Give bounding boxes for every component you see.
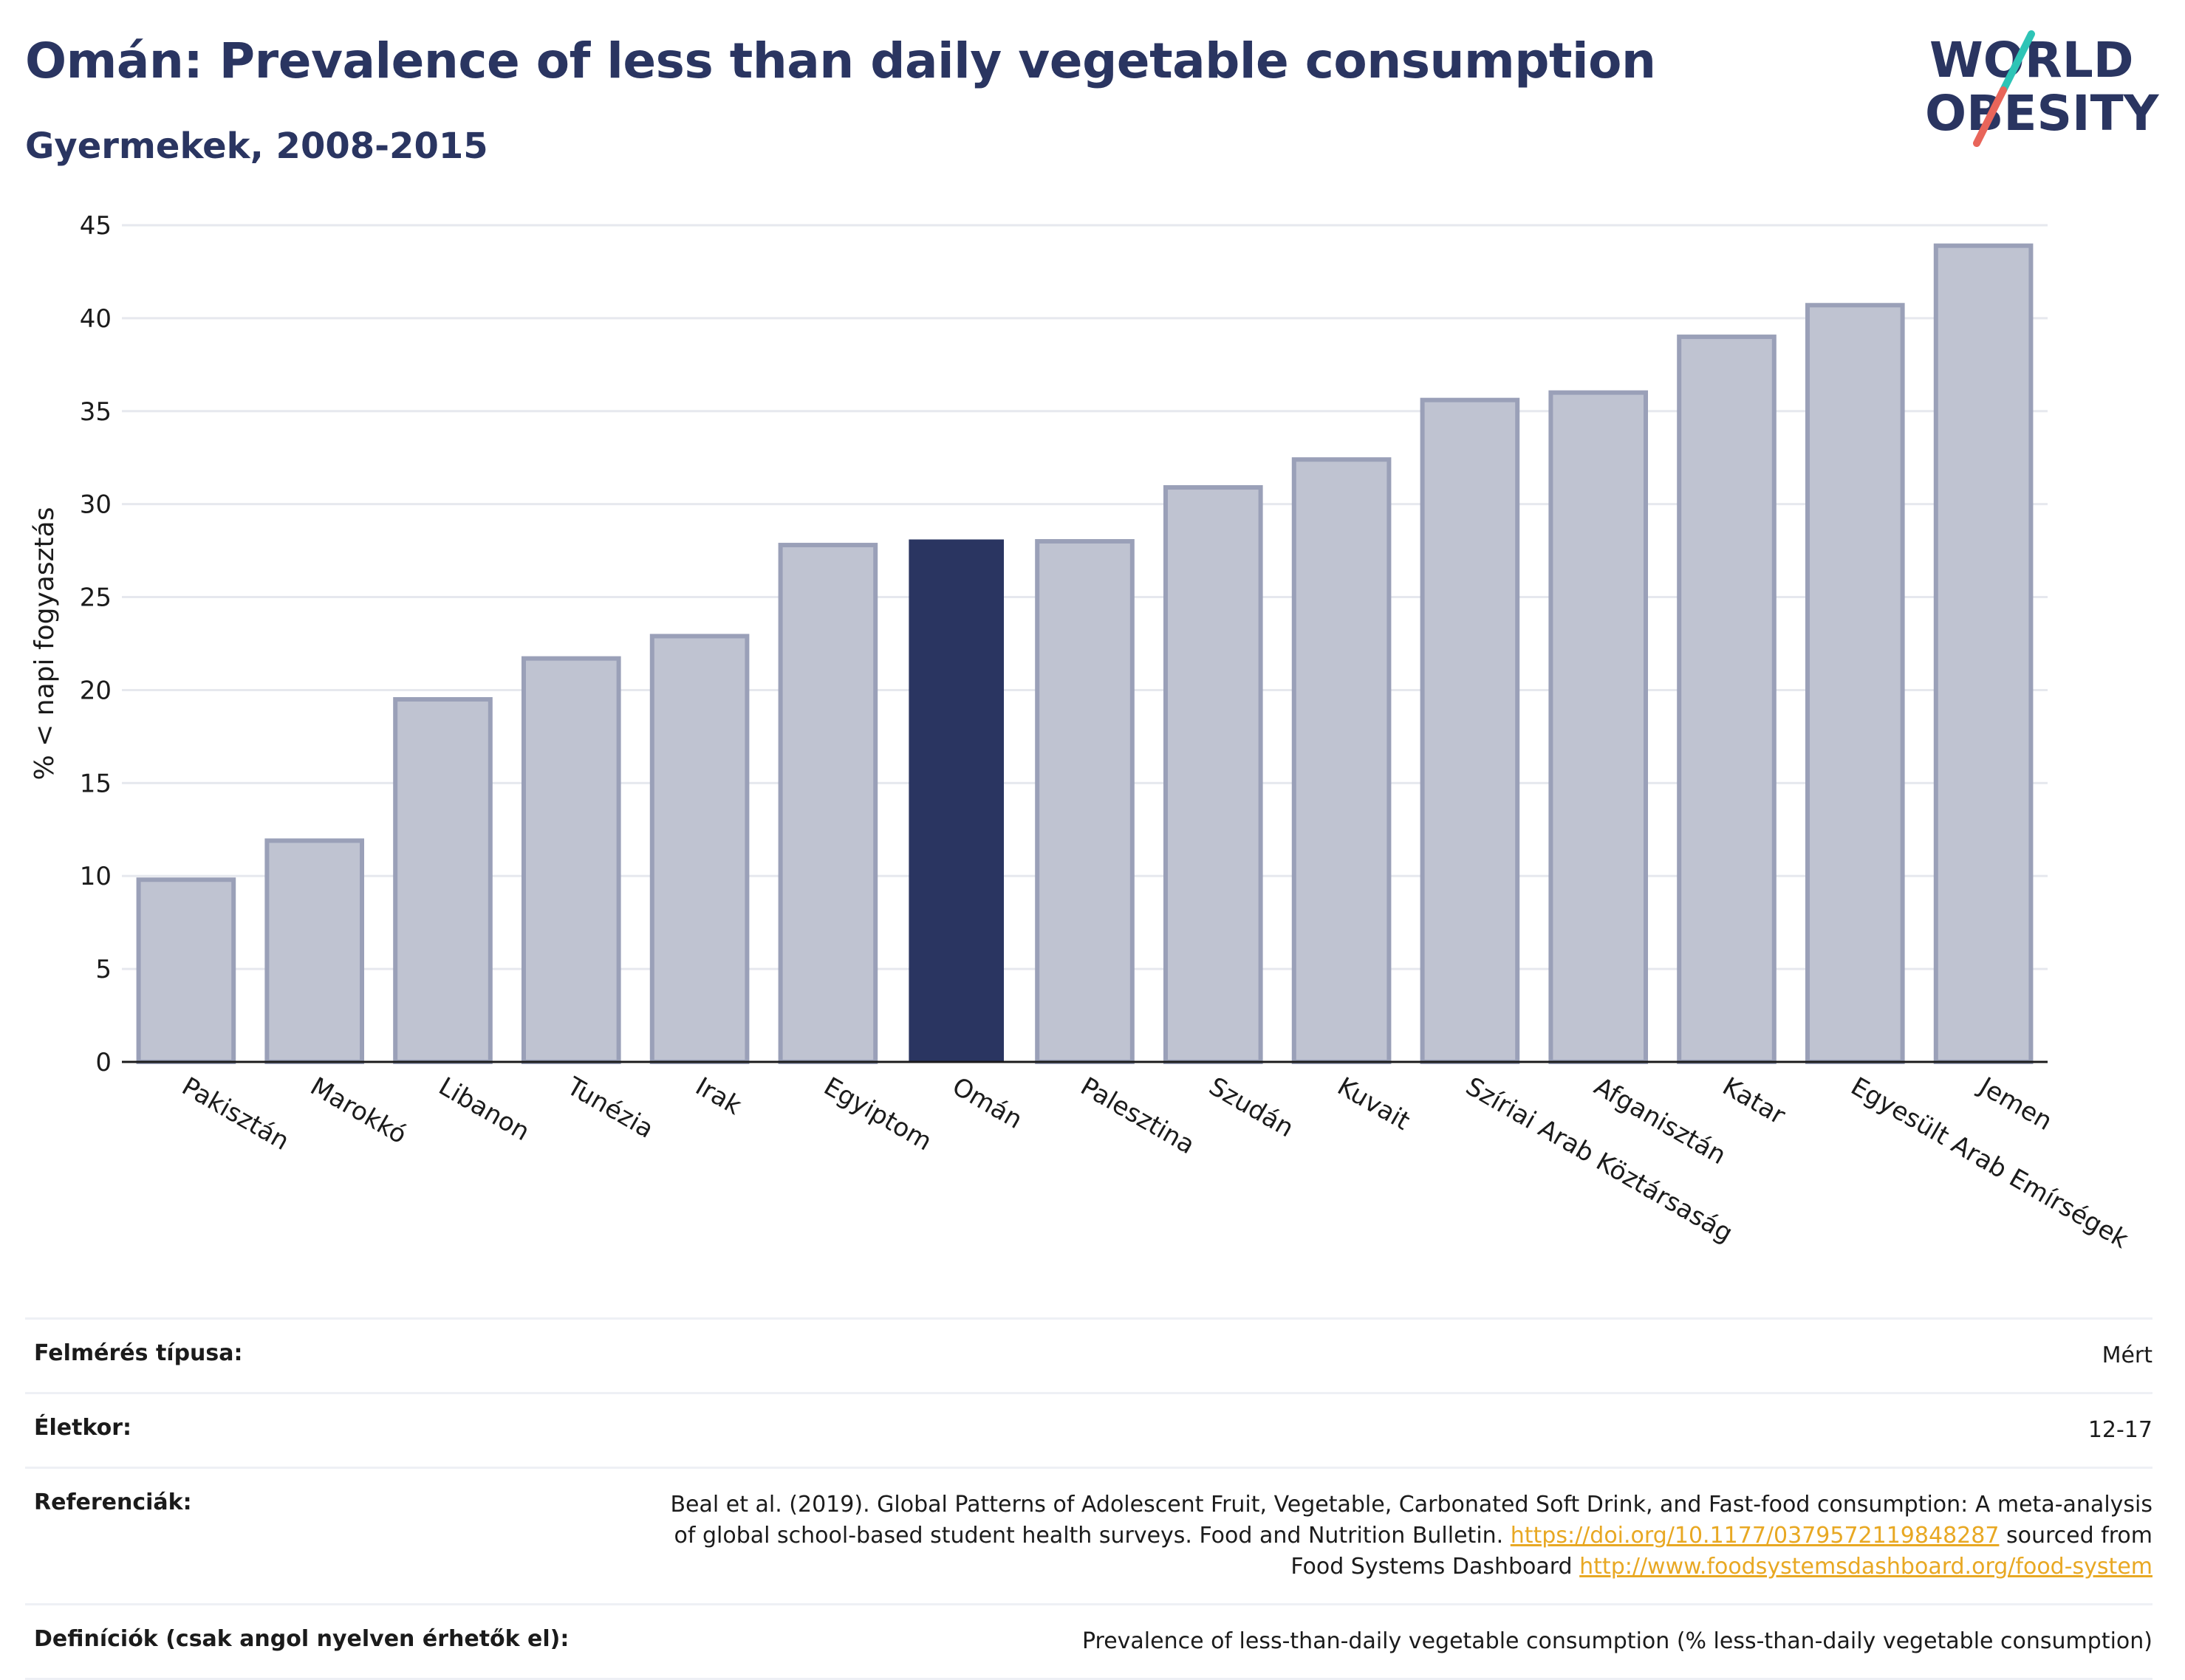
bar (264, 838, 365, 1064)
bar (1163, 485, 1263, 1064)
page-title: Omán: Prevalence of less than daily vege… (25, 32, 1656, 89)
info-row-survey-type: Felmérés típusa: Mért (25, 1317, 2152, 1392)
bar (1677, 335, 1777, 1065)
bar (1805, 303, 1905, 1065)
y-tick-label: 15 (80, 769, 112, 798)
bar (1933, 243, 2034, 1064)
y-tick-label: 30 (80, 490, 112, 520)
bar (521, 656, 621, 1064)
y-tick-label: 20 (80, 676, 112, 705)
references-text-3: sourced from (2006, 1523, 2152, 1549)
bar-chart: 0 5 10 15 20 25 30 35 40 45 % < napi fogyasztás Pak… (30, 211, 2133, 1255)
x-tick-label: Kuvait (1333, 1072, 1415, 1136)
logo-slash-teal (2000, 30, 2035, 94)
bar (1420, 397, 1520, 1064)
x-tick-label: Palesztina (1076, 1072, 1200, 1160)
logo-line2: OBESITY (1925, 85, 2160, 142)
references-text-4: Food Systems Dashboard (1290, 1554, 1573, 1580)
references-label: Referenciák: (34, 1489, 192, 1515)
survey-type-label: Felmérés típusa: (34, 1340, 243, 1366)
bar (909, 539, 1005, 1062)
info-row-definitions: Definíciók (csak angol nyelven érhetők e… (25, 1603, 2152, 1680)
info-table: Felmérés típusa: Mért Életkor: 12-17 Ref… (25, 1317, 2152, 1680)
bar (136, 877, 236, 1065)
references-text-2: of global school-based student health su… (674, 1523, 1504, 1549)
x-tick-label: Omán (947, 1072, 1027, 1135)
y-tick-label: 40 (80, 304, 112, 334)
y-tick-label: 5 (95, 955, 112, 984)
x-tick-label: Egyiptom (818, 1072, 937, 1156)
x-tick-label: Szudán (1204, 1072, 1299, 1143)
bar (393, 697, 493, 1064)
y-tick-label: 35 (80, 397, 112, 427)
x-tick-label: Irak (691, 1072, 747, 1121)
y-tick-label: 45 (80, 211, 112, 241)
age-value: 12-17 (2087, 1417, 2152, 1443)
definitions-value: Prevalence of less-than-daily vegetable … (1081, 1628, 2152, 1654)
logo-slash-red (1973, 86, 2007, 147)
definitions-label: Definíciók (csak angol nyelven érhetők e… (34, 1626, 570, 1652)
references-text-1: Beal et al. (2019). Global Patterns of A… (670, 1492, 2152, 1518)
age-label: Életkor: (34, 1415, 132, 1441)
y-tick-label: 25 (80, 583, 112, 613)
info-row-age: Életkor: 12-17 (25, 1392, 2152, 1467)
bar (1548, 390, 1649, 1064)
x-tick-label: Libanon (434, 1072, 535, 1147)
page-subtitle: Gyermekek, 2008-2015 (25, 126, 488, 167)
x-tick-label: Tunézia (561, 1072, 659, 1145)
bar (1291, 457, 1392, 1064)
x-tick-label: Marokkó (305, 1072, 411, 1150)
y-axis-title: % < napi fogyasztás (30, 507, 60, 781)
x-tick-label: Katar (1717, 1072, 1791, 1131)
bar (649, 634, 750, 1064)
food-systems-link[interactable]: http://www.foodsystemsdashboard.org/food… (1579, 1554, 2152, 1580)
bar (1035, 539, 1135, 1064)
y-tick-label: 0 (95, 1048, 112, 1077)
world-obesity-logo: WORLD OBESITY (1925, 30, 2160, 147)
info-row-references: Referenciák: Beal et al. (2019). Global … (25, 1467, 2152, 1603)
x-tick-label: Pakisztán (177, 1072, 294, 1156)
y-tick-label: 10 (80, 862, 112, 891)
survey-type-value: Mért (2102, 1343, 2152, 1368)
bar (778, 543, 878, 1064)
references-value: Beal et al. (2019). Global Patterns of A… (670, 1489, 2152, 1583)
x-tick-label: Jemen (1973, 1071, 2057, 1136)
doi-link[interactable]: https://doi.org/10.1177/0379572119848287 (1510, 1523, 2000, 1549)
